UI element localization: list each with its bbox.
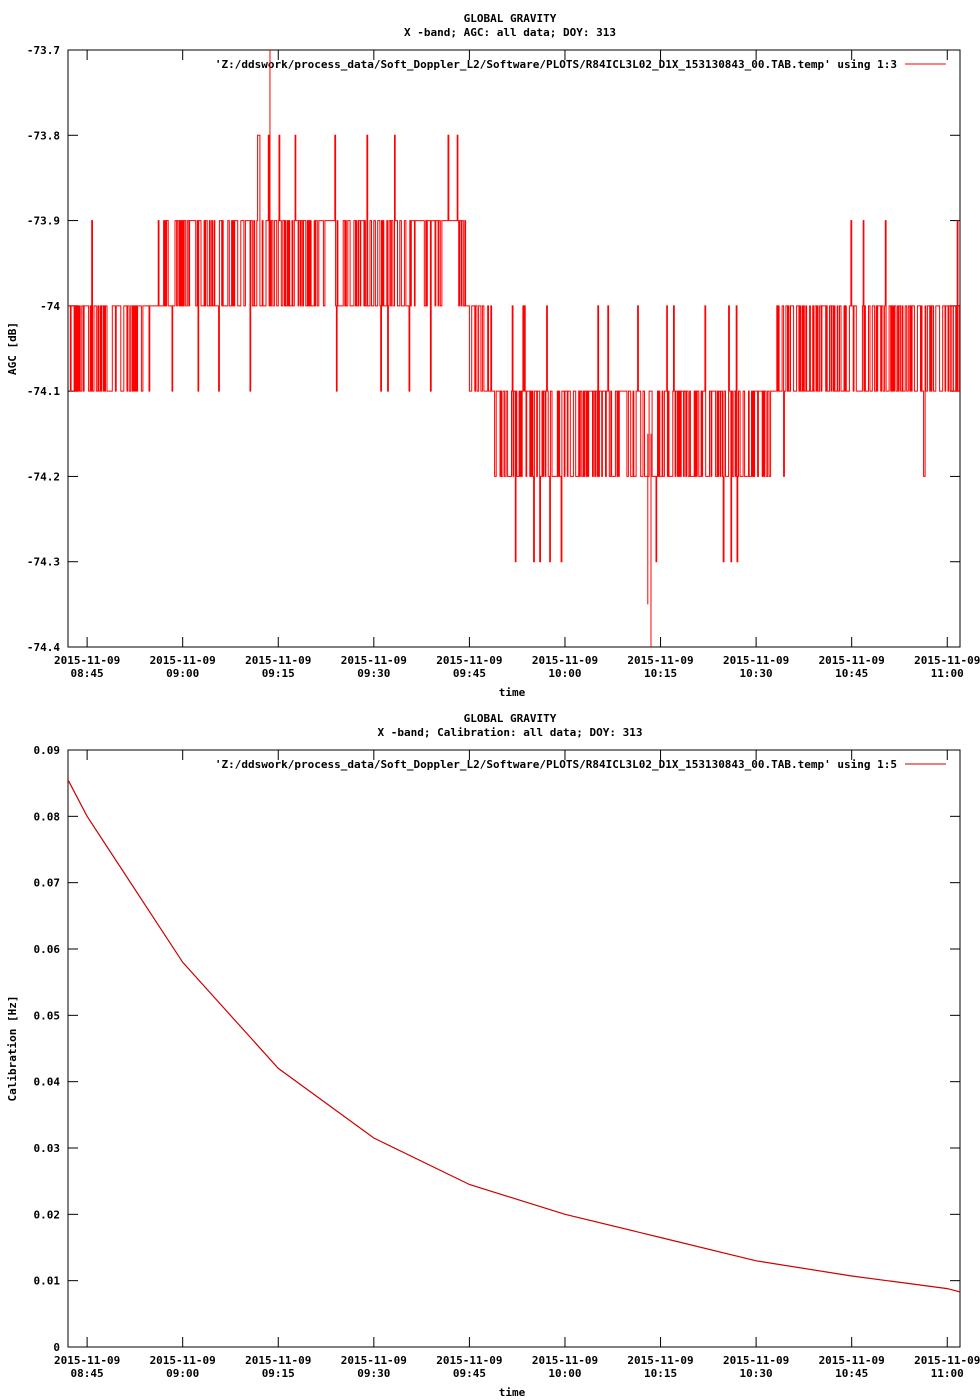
x-tick-time-label: 10:00 (548, 1367, 581, 1380)
y-tick-label: -74.1 (27, 385, 60, 398)
x-tick-date-label: 2015-11-09 (436, 1354, 502, 1367)
x-axis-label: time (499, 1386, 526, 1399)
x-tick-date-label: 2015-11-09 (819, 654, 885, 667)
x-tick-time-label: 11:00 (931, 1367, 964, 1380)
x-tick-date-label: 2015-11-09 (150, 1354, 216, 1367)
y-tick-label: 0.01 (34, 1275, 61, 1288)
y-axis-label: AGC [dB] (6, 322, 19, 375)
legend-label: 'Z:/ddswork/process_data/Soft_Doppler_L2… (215, 58, 897, 71)
x-tick-time-label: 10:45 (835, 667, 868, 680)
x-tick-time-label: 11:00 (931, 667, 964, 680)
x-tick-time-label: 09:15 (262, 1367, 295, 1380)
x-tick-time-label: 10:30 (740, 667, 773, 680)
x-tick-date-label: 2015-11-09 (532, 1354, 598, 1367)
y-tick-label: 0.05 (34, 1009, 61, 1022)
x-tick-time-label: 09:45 (453, 1367, 486, 1380)
x-tick-time-label: 08:45 (71, 1367, 104, 1380)
x-axis-label: time (499, 686, 526, 699)
y-tick-label: -74 (40, 300, 60, 313)
x-tick-date-label: 2015-11-09 (819, 1354, 885, 1367)
y-tick-label: 0.04 (34, 1076, 61, 1089)
x-tick-date-label: 2015-11-09 (914, 1354, 980, 1367)
x-tick-date-label: 2015-11-09 (341, 1354, 407, 1367)
y-tick-label: 0.06 (34, 943, 61, 956)
x-tick-date-label: 2015-11-09 (723, 654, 789, 667)
y-tick-label: 0.08 (34, 810, 61, 823)
x-tick-time-label: 08:45 (71, 667, 104, 680)
x-tick-date-label: 2015-11-09 (723, 1354, 789, 1367)
series-line (67, 779, 961, 1293)
x-tick-time-label: 09:00 (166, 667, 199, 680)
chart-subtitle: X -band; Calibration: all data; DOY: 313 (378, 726, 643, 739)
y-tick-label: 0 (53, 1341, 60, 1354)
x-tick-time-label: 10:00 (548, 667, 581, 680)
chart-title: GLOBAL GRAVITY (464, 712, 557, 725)
plot-frame (67, 749, 961, 1348)
x-tick-date-label: 2015-11-09 (914, 654, 980, 667)
y-tick-label: -74.4 (27, 641, 60, 654)
y-tick-label: 0.02 (34, 1208, 61, 1221)
x-tick-time-label: 09:45 (453, 667, 486, 680)
x-tick-time-label: 09:30 (357, 1367, 390, 1380)
x-tick-date-label: 2015-11-09 (436, 654, 502, 667)
y-tick-label: -73.7 (27, 44, 60, 57)
x-tick-date-label: 2015-11-09 (150, 654, 216, 667)
y-tick-label: 0.07 (34, 877, 61, 890)
legend-label: 'Z:/ddswork/process_data/Soft_Doppler_L2… (215, 758, 897, 771)
x-tick-date-label: 2015-11-09 (627, 654, 693, 667)
x-tick-date-label: 2015-11-09 (54, 654, 120, 667)
y-axis-label: Calibration [Hz] (6, 996, 19, 1102)
x-tick-date-label: 2015-11-09 (54, 1354, 120, 1367)
x-tick-time-label: 09:00 (166, 1367, 199, 1380)
x-tick-time-label: 10:30 (740, 1367, 773, 1380)
x-tick-date-label: 2015-11-09 (245, 1354, 311, 1367)
y-tick-label: 0.03 (34, 1142, 61, 1155)
y-tick-label: -73.8 (27, 129, 60, 142)
y-tick-label: 0.09 (34, 744, 61, 757)
y-tick-label: -73.9 (27, 215, 60, 228)
series-line (68, 134, 960, 563)
y-tick-label: -74.2 (27, 470, 60, 483)
x-tick-time-label: 09:30 (357, 667, 390, 680)
chart-title: GLOBAL GRAVITY (464, 12, 557, 25)
chart-subtitle: X -band; AGC: all data; DOY: 313 (404, 26, 616, 39)
x-tick-time-label: 10:15 (644, 1367, 677, 1380)
x-tick-time-label: 10:45 (835, 1367, 868, 1380)
x-tick-time-label: 10:15 (644, 667, 677, 680)
y-tick-label: -74.3 (27, 556, 60, 569)
x-tick-date-label: 2015-11-09 (627, 1354, 693, 1367)
x-tick-date-label: 2015-11-09 (245, 654, 311, 667)
x-tick-date-label: 2015-11-09 (532, 654, 598, 667)
x-tick-time-label: 09:15 (262, 667, 295, 680)
x-tick-date-label: 2015-11-09 (341, 654, 407, 667)
